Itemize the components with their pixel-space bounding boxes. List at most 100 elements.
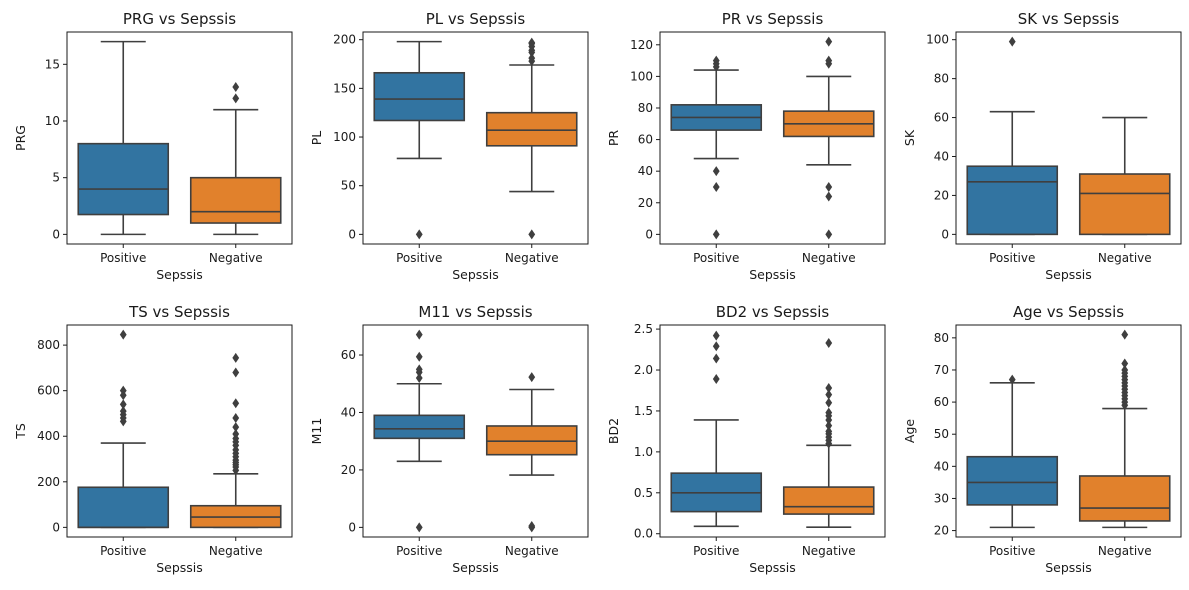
outlier-point — [825, 191, 833, 202]
outlier-point — [825, 181, 833, 192]
outlier-point — [232, 93, 240, 104]
y-tick-label: 800 — [37, 338, 60, 352]
outlier-point — [825, 229, 833, 240]
axes-frame — [66, 31, 293, 245]
x-axis-label: Sepssis — [452, 560, 499, 575]
iqr-box — [373, 71, 466, 122]
outlier-point — [119, 399, 127, 410]
outlier-point — [712, 341, 720, 352]
outlier-point — [1121, 364, 1129, 375]
iqr-box — [485, 425, 578, 456]
outlier-point — [119, 329, 127, 340]
subplot-ts: 0 200 400 600 800 Positive Negative Sepssis TS TS… — [13, 303, 293, 575]
outlier-point — [712, 229, 720, 240]
y-tick-label: 1.0 — [634, 445, 653, 459]
y-tick-label: 40 — [341, 405, 356, 419]
iqr-box — [966, 455, 1059, 506]
y-tick-label: 0 — [348, 520, 356, 534]
x-tick-label: Positive — [396, 544, 442, 558]
x-tick-label: Positive — [989, 251, 1035, 265]
outlier-point — [1121, 358, 1129, 369]
outlier-point — [712, 353, 720, 364]
box-negative — [782, 338, 875, 528]
outlier-point — [825, 426, 833, 437]
box-positive — [670, 330, 763, 528]
y-tick-label: 400 — [37, 429, 60, 443]
outlier-point — [528, 53, 536, 64]
y-tick-label: 20 — [934, 524, 949, 538]
y-tick-label: 60 — [934, 111, 949, 125]
box-positive — [373, 329, 466, 533]
outlier-point — [232, 367, 240, 378]
outlier-point — [1121, 329, 1129, 340]
box-negative — [1078, 329, 1171, 529]
subplot-title: TS vs Sepssis — [128, 303, 230, 321]
box-negative — [485, 37, 578, 240]
x-axis-label: Sepssis — [156, 560, 203, 575]
outlier-point — [415, 351, 423, 362]
y-tick-label: 20 — [638, 196, 653, 210]
outlier-point — [712, 55, 720, 66]
outlier-point — [528, 37, 536, 48]
outlier-point — [825, 55, 833, 66]
outlier-point — [528, 229, 536, 240]
outlier-point — [825, 407, 833, 418]
y-tick-label: 80 — [934, 72, 949, 86]
y-tick-label: 60 — [934, 395, 949, 409]
y-tick-label: 80 — [934, 331, 949, 345]
y-tick-label: 150 — [333, 81, 356, 95]
box-positive — [966, 36, 1059, 236]
subplot-age: 20 30 40 50 60 70 80 Positive Negative Sepssis Age… — [902, 303, 1182, 575]
box-negative — [189, 352, 282, 529]
y-tick-label: 70 — [934, 363, 949, 377]
subplot-m11: 0 20 40 60 Positive Negative Sepssis M11 M11 vs … — [309, 303, 589, 575]
iqr-box — [966, 165, 1059, 236]
y-tick-label: 0 — [941, 227, 949, 241]
y-tick-label: 100 — [333, 130, 356, 144]
subplot-title: SK vs Sepssis — [1018, 10, 1120, 28]
outlier-point — [712, 330, 720, 341]
outlier-point — [1008, 374, 1016, 385]
outlier-point — [232, 398, 240, 409]
x-axis-label: Sepssis — [1045, 560, 1092, 575]
y-tick-label: 60 — [638, 133, 653, 147]
y-tick-label: 40 — [638, 164, 653, 178]
y-tick-label: 40 — [934, 459, 949, 473]
x-axis-label: Sepssis — [749, 267, 796, 282]
outlier-point — [712, 166, 720, 177]
box-positive — [670, 55, 763, 240]
x-tick-label: Positive — [989, 544, 1035, 558]
outlier-point — [232, 413, 240, 424]
outlier-point — [712, 181, 720, 192]
y-axis-label: PL — [309, 131, 324, 146]
axes-frame — [362, 31, 589, 245]
box-positive — [966, 374, 1059, 529]
y-tick-label: 40 — [934, 149, 949, 163]
subplot-title: PRG vs Sepssis — [123, 10, 236, 28]
outlier-point — [232, 422, 240, 433]
y-tick-label: 200 — [37, 475, 60, 489]
y-axis-label: PR — [606, 130, 621, 147]
y-tick-label: 5 — [52, 171, 60, 185]
axes-frame — [659, 324, 886, 538]
outlier-point — [232, 352, 240, 363]
outlier-point — [712, 374, 720, 385]
y-tick-label: 15 — [45, 57, 60, 71]
subplot-title: PL vs Sepssis — [426, 10, 526, 28]
iqr-box — [1078, 173, 1171, 236]
y-tick-label: 30 — [934, 491, 949, 505]
subplot-title: BD2 vs Sepssis — [716, 303, 830, 321]
y-tick-label: 10 — [45, 114, 60, 128]
x-tick-label: Positive — [396, 251, 442, 265]
x-tick-label: Negative — [802, 544, 856, 558]
outlier-point — [415, 373, 423, 383]
y-tick-label: 80 — [638, 101, 653, 115]
y-tick-label: 600 — [37, 384, 60, 398]
y-tick-label: 20 — [341, 463, 356, 477]
y-tick-label: 1.5 — [634, 404, 653, 418]
y-tick-label: 120 — [630, 38, 653, 52]
iqr-box — [1078, 475, 1171, 522]
y-tick-label: 50 — [341, 179, 356, 193]
x-tick-label: Negative — [209, 251, 263, 265]
iqr-box — [485, 111, 578, 147]
